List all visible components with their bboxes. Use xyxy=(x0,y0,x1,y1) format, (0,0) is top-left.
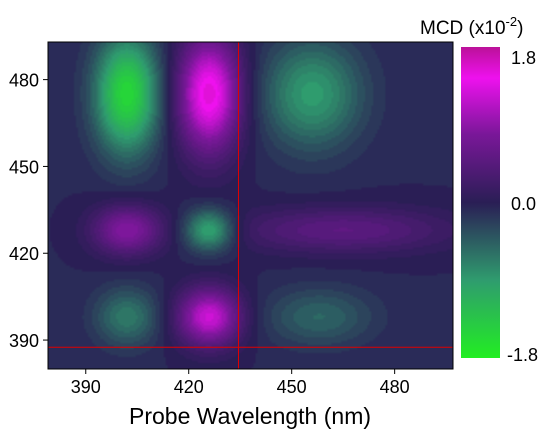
x-axis: 390 420 450 480 xyxy=(71,369,410,397)
y-tick-label: 480 xyxy=(9,71,39,91)
heatmap-image xyxy=(48,42,453,369)
plot-frame xyxy=(47,41,454,370)
x-tick-label: 450 xyxy=(277,377,307,397)
x-tick-label: 390 xyxy=(71,377,101,397)
colorbar-title-exponent: -2 xyxy=(506,14,518,29)
colorbar-tick-max: 1.8 xyxy=(511,48,536,68)
colorbar-tick-min: -1.8 xyxy=(507,345,538,365)
x-tick-label: 480 xyxy=(380,377,410,397)
colorbar-title-close: ) xyxy=(517,18,523,39)
y-tick-label: 390 xyxy=(9,331,39,351)
colorbar-title: MCD (x10-2) xyxy=(420,14,523,39)
colorbar-title-main: MCD (x10 xyxy=(420,18,506,39)
colorbar-gradient xyxy=(461,47,500,358)
y-tick-label: 450 xyxy=(9,157,39,177)
x-tick-label: 420 xyxy=(174,377,204,397)
colorbar-tick-zero: 0.0 xyxy=(511,194,536,214)
y-tick-label: 420 xyxy=(9,244,39,264)
y-axis: 390 420 450 480 xyxy=(9,71,48,351)
x-axis-title: Probe Wavelength (nm) xyxy=(129,403,371,429)
colorbar: MCD (x10-2) 1.8 0.0 -1.8 xyxy=(420,14,538,365)
